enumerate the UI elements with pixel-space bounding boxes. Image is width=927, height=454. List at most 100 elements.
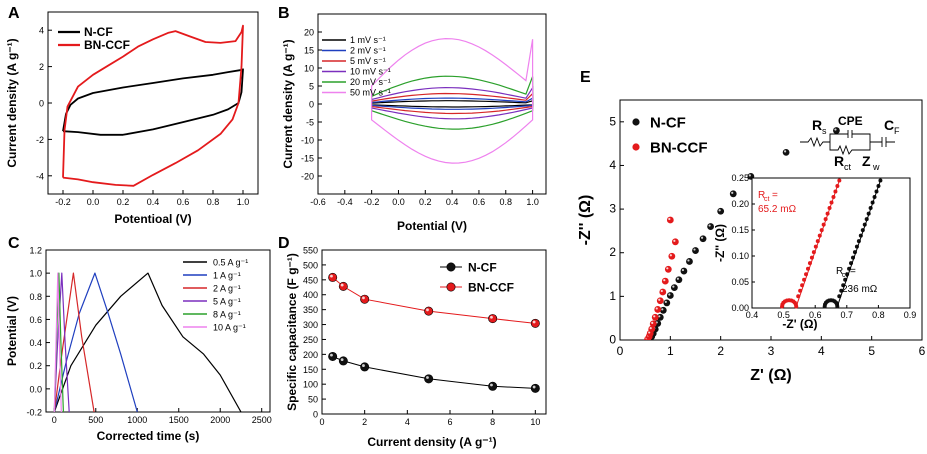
data-point-highlight bbox=[532, 320, 536, 324]
legend-label: 20 mV s⁻¹ bbox=[350, 77, 391, 87]
y-tick-label: -10 bbox=[301, 136, 314, 146]
data-point-highlight bbox=[362, 296, 365, 300]
y-tick-label: 0.8 bbox=[29, 292, 42, 302]
x-tick-label: 10 bbox=[530, 417, 540, 427]
x-tick-label: 0.0 bbox=[87, 197, 100, 207]
x-tick-label: 0.2 bbox=[419, 197, 432, 207]
inset-y-tick-label: 0.05 bbox=[731, 277, 749, 287]
data-point-highlight bbox=[693, 248, 696, 251]
y-tick-label: 1.2 bbox=[29, 246, 42, 256]
legend-label: 1 mV s⁻¹ bbox=[350, 35, 386, 45]
inset-y-tick-label: 0.20 bbox=[731, 199, 749, 209]
y-tick-label: 5 bbox=[609, 114, 616, 128]
y-tick-label: -2 bbox=[36, 135, 44, 145]
inset-x-axis-label: -Z' (Ω) bbox=[782, 317, 817, 331]
circuit-rct-sub: ct bbox=[844, 162, 852, 172]
data-point bbox=[692, 247, 699, 254]
inset-x-tick-label: 0.7 bbox=[841, 310, 854, 320]
y-tick-label: -4 bbox=[36, 171, 44, 181]
x-tick-label: 4 bbox=[405, 417, 410, 427]
x-axis-label: Current density (A g⁻¹) bbox=[367, 435, 496, 449]
y-tick-label: 15 bbox=[304, 46, 314, 56]
legend-label: BN-CCF bbox=[468, 281, 514, 295]
y-tick-label: -0.2 bbox=[26, 408, 42, 418]
y-tick-label: 4 bbox=[39, 26, 44, 36]
panel-letter-e: E bbox=[580, 69, 591, 86]
data-point bbox=[671, 238, 679, 246]
data-point-highlight bbox=[676, 277, 679, 280]
plot-area bbox=[53, 272, 242, 412]
legend-label: 2 A g⁻¹ bbox=[213, 284, 241, 294]
panel-letter-d: D bbox=[278, 235, 290, 252]
legend-label: 10 A g⁻¹ bbox=[213, 323, 246, 333]
inset-y-tick-label: 0.00 bbox=[731, 303, 749, 313]
inset-annotation-black-sub: ct bbox=[842, 272, 848, 279]
circuit-rs-sub: s bbox=[822, 126, 827, 136]
data-point bbox=[656, 297, 664, 305]
y-tick-label: 150 bbox=[303, 365, 318, 375]
data-point-highlight bbox=[687, 259, 690, 262]
legend-label: N-CF bbox=[650, 115, 686, 132]
x-tick-label: 1.0 bbox=[237, 197, 250, 207]
data-point-highlight bbox=[649, 326, 652, 330]
y-tick-label: 0.2 bbox=[29, 361, 42, 371]
y-tick-label: 2 bbox=[39, 62, 44, 72]
data-point-highlight bbox=[834, 128, 837, 131]
inset-x-tick-label: 0.5 bbox=[777, 310, 790, 320]
legend-label: N-CF bbox=[84, 25, 113, 39]
x-tick-label: 0.4 bbox=[147, 197, 160, 207]
x-tick-label: 0.8 bbox=[500, 197, 513, 207]
x-tick-label: 5 bbox=[868, 344, 875, 358]
data-point bbox=[530, 383, 540, 393]
x-tick-label: 2500 bbox=[252, 415, 272, 425]
series-loop bbox=[371, 85, 534, 120]
data-point bbox=[649, 320, 657, 328]
inset-fit-line bbox=[836, 180, 881, 307]
x-tick-label: 1000 bbox=[127, 415, 147, 425]
series-loop bbox=[371, 97, 534, 110]
series-loop bbox=[371, 37, 534, 164]
data-point-highlight bbox=[490, 383, 493, 387]
y-tick-label: 100 bbox=[303, 380, 318, 390]
inset-annotation-black-eq: = bbox=[850, 266, 856, 277]
circuit-cpe-label: CPE bbox=[838, 114, 863, 128]
data-point-highlight bbox=[362, 364, 365, 367]
data-point-highlight bbox=[731, 191, 734, 194]
y-tick-label: 0 bbox=[313, 410, 318, 420]
data-point-highlight bbox=[532, 385, 536, 389]
inset-fit-line bbox=[795, 180, 840, 307]
legend-label: 50 mV s⁻¹ bbox=[350, 88, 391, 98]
series-line bbox=[62, 24, 244, 187]
data-point-highlight bbox=[663, 278, 666, 282]
data-point-highlight bbox=[490, 315, 493, 319]
panel-a: A -0.2 0.0 0.2 0.4 0.6 0.8 1.0 -4 -2 0 2 4 Potentioal… bbox=[5, 5, 259, 226]
circuit-cf-symbol bbox=[881, 137, 887, 147]
legend-marker bbox=[446, 262, 456, 272]
y-axis-label: Specific capacitance (F g⁻¹) bbox=[285, 253, 299, 411]
data-point bbox=[782, 148, 790, 156]
plot-frame bbox=[321, 249, 547, 415]
x-tick-label: 4 bbox=[818, 344, 825, 358]
panel-e: E 0 1 2 3 4 5 6 0 1 2 3 4 5 Z' (Ω) -Z'' (Ω) N-CF BN-CCF R s… bbox=[577, 69, 926, 384]
data-point-highlight bbox=[330, 274, 333, 278]
series-line bbox=[53, 272, 62, 412]
circuit-rct-label: R bbox=[834, 153, 844, 169]
x-tick-label: -0.4 bbox=[337, 197, 353, 207]
inset-annotation-red-eq: = bbox=[772, 190, 778, 201]
inset-annotation-black-rct: R bbox=[836, 266, 843, 277]
data-point-highlight bbox=[668, 293, 671, 296]
data-point bbox=[680, 267, 688, 275]
data-point-highlight bbox=[718, 209, 721, 212]
data-point-highlight bbox=[748, 174, 751, 177]
x-tick-label: 2000 bbox=[210, 415, 230, 425]
y-tick-label: 200 bbox=[303, 350, 318, 360]
legend-label: BN-CCF bbox=[650, 140, 708, 157]
inset-x-tick-label: 0.4 bbox=[746, 310, 759, 320]
data-point bbox=[338, 281, 348, 291]
x-tick-label: 1500 bbox=[169, 415, 189, 425]
data-point-highlight bbox=[673, 239, 676, 242]
data-point bbox=[717, 207, 725, 215]
plot-area bbox=[328, 272, 540, 393]
inset-plot: 0.4 0.5 0.6 0.7 0.8 0.9 0.00 0.05 0.10 0.15 0.20 0.… bbox=[713, 173, 916, 331]
